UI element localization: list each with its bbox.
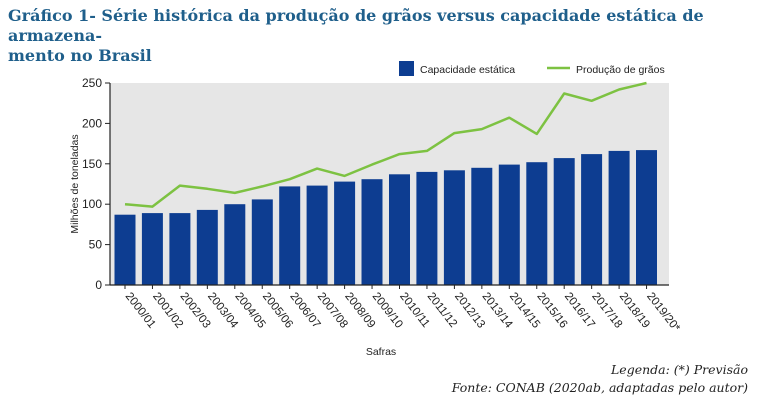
chart-title-line-2: mento no Brasil xyxy=(8,46,152,65)
bar-capacidade-2011/12 xyxy=(416,171,438,285)
y-axis-label: Milhões de toneladas xyxy=(69,134,81,233)
chart-title-line-1: Gráfico 1- Série histórica da produção d… xyxy=(8,6,704,45)
bar-capacidade-2014/15 xyxy=(498,164,520,285)
bar-capacidade-2006/07 xyxy=(279,186,301,285)
bar-capacidade-2019/20* xyxy=(636,150,657,285)
bar-capacidade-2018/19 xyxy=(608,150,630,285)
bar-capacidade-2002/03 xyxy=(169,213,191,285)
y-tick-label-150: 150 xyxy=(82,157,102,171)
bar-capacidade-2013/14 xyxy=(471,167,493,285)
bar-capacidade-2007/08 xyxy=(306,185,328,285)
y-tick-label-50: 50 xyxy=(89,238,103,252)
bar-capacidade-2010/11 xyxy=(389,174,410,285)
x-axis-label: Safras xyxy=(366,346,396,358)
bar-capacidade-2001/02 xyxy=(141,213,163,285)
bar-capacidade-2017/18 xyxy=(581,154,603,285)
legend-note: Legenda: (*) Previsão xyxy=(611,362,748,377)
bar-capacidade-2016/17 xyxy=(553,158,575,285)
bar-capacidade-2008/09 xyxy=(334,181,356,285)
legend-label-capacidade: Capacidade estática xyxy=(420,64,515,76)
bar-capacidade-2005/06 xyxy=(251,199,273,285)
bar-capacidade-2015/16 xyxy=(526,162,548,285)
bar-capacidade-2004/05 xyxy=(224,204,246,285)
legend-swatch-capacidade xyxy=(399,61,414,76)
y-tick-label-0: 0 xyxy=(95,278,102,292)
bar-capacidade-2012/13 xyxy=(443,170,465,285)
x-tick-label-2019/20*: 2019/20* xyxy=(644,290,682,334)
bar-capacidade-2009/10 xyxy=(361,179,383,285)
chart-title: Gráfico 1- Série histórica da produção d… xyxy=(8,6,748,66)
legend-label-producao: Produção de grãos xyxy=(576,64,665,76)
bar-capacidade-2000/01 xyxy=(114,214,136,285)
legend: Capacidade estática Produção de grãos xyxy=(399,61,665,76)
line-producao-de-graos xyxy=(124,81,647,208)
source-note: Fonte: CONAB (2020ab, adaptadas pelo aut… xyxy=(451,380,748,395)
y-tick-label-250: 250 xyxy=(82,76,102,90)
bar-capacidade-2003/04 xyxy=(196,209,218,285)
y-tick-label-100: 100 xyxy=(82,197,102,211)
y-tick-label-200: 200 xyxy=(82,116,102,130)
